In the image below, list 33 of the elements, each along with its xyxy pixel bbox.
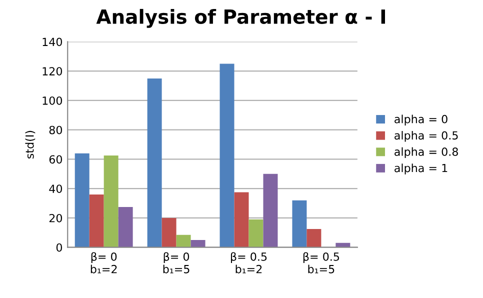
- y-axis-title: std(I): [25, 130, 36, 158]
- y-tick-label: 80: [49, 126, 62, 134]
- y-tick-label: 0: [56, 243, 62, 252]
- bar: [306, 228, 322, 248]
- bar: [263, 174, 278, 248]
- bar: [74, 153, 90, 248]
- bar: [292, 200, 307, 248]
- bar: [118, 206, 133, 248]
- bar: [89, 194, 104, 248]
- y-tick-label: 100: [42, 96, 62, 105]
- bar: [336, 242, 350, 248]
- x-tick-label: β= 0.5 b₁=2: [230, 252, 267, 274]
- bar: [176, 234, 191, 248]
- y-tick-label: 40: [49, 184, 62, 193]
- bar: [220, 64, 234, 248]
- y-tick-label: 20: [49, 214, 62, 222]
- y-tick-label: 140: [42, 38, 62, 46]
- legend-label: alpha = 0.8: [394, 147, 458, 158]
- x-tick-label: β= 0.5 b₁=5: [303, 252, 340, 274]
- legend-label: alpha = 1: [394, 164, 448, 174]
- legend-label: alpha = 0: [394, 114, 448, 126]
- legend-label: alpha = 0.5: [394, 131, 458, 142]
- bar: [147, 78, 162, 248]
- bar: [248, 219, 264, 248]
- x-tick-label: β= 0 b₁=2: [90, 252, 117, 274]
- y-tick-label: 120: [42, 67, 62, 76]
- chart-title: Analysis of Parameter α - I: [96, 8, 385, 28]
- bar: [190, 240, 206, 248]
- y-tick-label: 60: [49, 155, 62, 164]
- bar: [234, 192, 249, 248]
- x-tick-label: β= 0 b₁=5: [163, 252, 190, 274]
- bar: [162, 218, 176, 248]
- bar: [104, 156, 118, 248]
